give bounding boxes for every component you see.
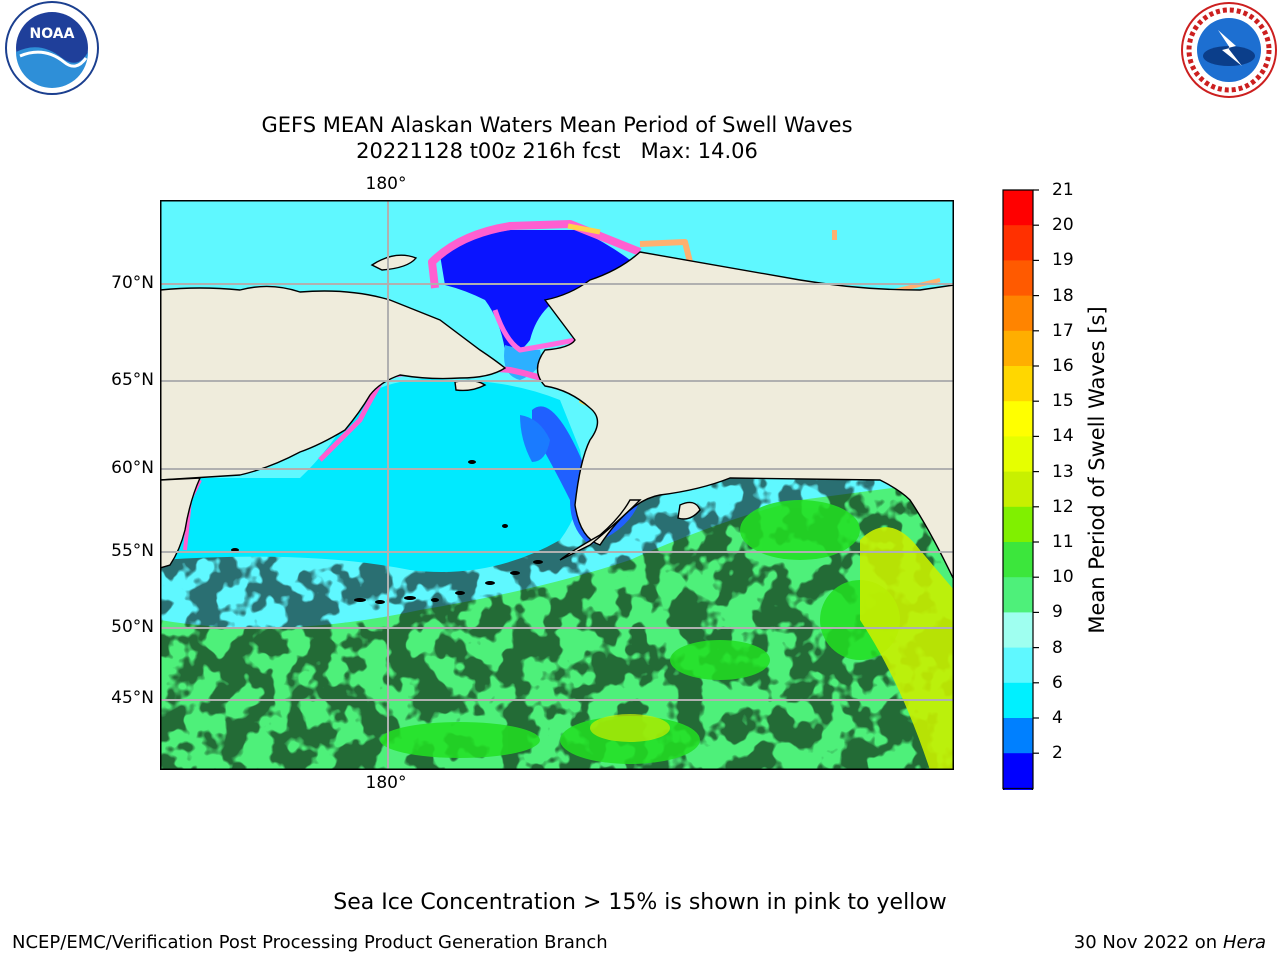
noaa-logo: NOAA bbox=[5, 1, 99, 95]
colorbar-tick-label: 21 bbox=[1052, 180, 1074, 200]
colorbar-label: Mean Period of Swell Waves [s] bbox=[1085, 306, 1109, 634]
land-kodiak bbox=[677, 501, 701, 520]
colorbar-tick-label: 14 bbox=[1052, 426, 1074, 447]
colorbar-tick-label: 13 bbox=[1052, 461, 1074, 482]
colorbar-segment bbox=[1003, 225, 1033, 261]
colorbar-segment bbox=[1003, 471, 1033, 508]
colorbar-tick-label: 6 bbox=[1052, 672, 1063, 693]
colorbar-segment bbox=[1003, 577, 1033, 613]
land-siberia bbox=[160, 285, 507, 481]
nws-logo bbox=[1181, 2, 1277, 98]
land-wrangel bbox=[370, 254, 418, 271]
colorbar-tick-label: 16 bbox=[1052, 356, 1074, 376]
colorbar-tick-label: 20 bbox=[1052, 215, 1074, 236]
lat-label-45: 45°N bbox=[111, 688, 154, 708]
colorbar-tick-label: 9 bbox=[1052, 602, 1063, 623]
colorbar-segment bbox=[1003, 190, 1033, 226]
swell-field-blue-norton bbox=[520, 415, 550, 462]
colorbar-tick-label: 12 bbox=[1052, 496, 1074, 517]
colorbar-tick-label: 15 bbox=[1052, 391, 1074, 412]
lat-label-70: 70°N bbox=[111, 273, 154, 293]
colorbar-tick-label: 19 bbox=[1052, 250, 1074, 271]
swell-period-map bbox=[160, 200, 954, 770]
colorbar-segment bbox=[1003, 436, 1033, 473]
land-alaska bbox=[536, 251, 954, 581]
colorbar-segment bbox=[1003, 366, 1033, 402]
colorbar-segment bbox=[1003, 753, 1033, 789]
lat-label-60: 60°N bbox=[111, 458, 154, 478]
chart-title: GEFS MEAN Alaskan Waters Mean Period of … bbox=[261, 113, 853, 137]
colorbar-tick-label: 2 bbox=[1052, 743, 1063, 764]
graticule bbox=[160, 200, 954, 770]
colorbar-segment bbox=[1003, 647, 1033, 684]
colorbar-extend-arrow bbox=[1002, 787, 1034, 790]
land bbox=[160, 251, 954, 581]
colorbar-segment bbox=[1003, 401, 1033, 437]
colorbar-segment bbox=[1003, 295, 1033, 332]
colorbar-tick-label: 17 bbox=[1052, 320, 1074, 341]
sea-ice-note: Sea Ice Concentration > 15% is shown in … bbox=[333, 890, 947, 915]
colorbar-segment bbox=[1003, 330, 1033, 367]
colorbar-segment bbox=[1003, 542, 1033, 578]
swell-field-yellowgreen-south bbox=[590, 714, 670, 742]
footer-date-text: 30 Nov 2022 on bbox=[1073, 932, 1218, 953]
colorbar-tick-label: 11 bbox=[1052, 532, 1074, 552]
footer-date: 30 Nov 2022 on Hera bbox=[1074, 932, 1266, 953]
lat-label-55: 55°N bbox=[111, 541, 154, 561]
noaa-logo-text: NOAA bbox=[30, 26, 75, 42]
land-kamchatka bbox=[160, 477, 202, 569]
swell-field-yellowgreen bbox=[860, 527, 954, 770]
colorbar-tick-label: 8 bbox=[1052, 637, 1063, 658]
colorbar-segment bbox=[1003, 682, 1033, 719]
colorbar-segment bbox=[1003, 612, 1033, 649]
colorbar-tick-label: 4 bbox=[1052, 708, 1063, 728]
colorbar bbox=[1002, 189, 1039, 790]
colorbar-segment bbox=[1003, 718, 1033, 754]
footer-host: Hera bbox=[1222, 932, 1266, 953]
lon-label-bottom: 180° bbox=[365, 773, 407, 793]
chart-subtitle: 20221128 t00z 216h fcst Max: 14.06 bbox=[356, 139, 758, 163]
colorbar-frame bbox=[1002, 189, 1034, 790]
map-frame bbox=[160, 200, 954, 770]
colorbar-segment bbox=[1003, 506, 1033, 543]
lat-label-50: 50°N bbox=[111, 617, 154, 637]
colorbar-tick-label: 18 bbox=[1052, 285, 1074, 306]
colorbar-tick-label: 10 bbox=[1052, 567, 1074, 588]
swell-field-arctic bbox=[440, 230, 630, 354]
colorbar-segment bbox=[1003, 260, 1033, 297]
swell-field-bering bbox=[160, 379, 583, 572]
footer-credit: NCEP/EMC/Verification Post Processing Pr… bbox=[12, 932, 608, 953]
lon-label-top: 180° bbox=[365, 174, 407, 194]
lat-label-65: 65°N bbox=[111, 370, 154, 390]
